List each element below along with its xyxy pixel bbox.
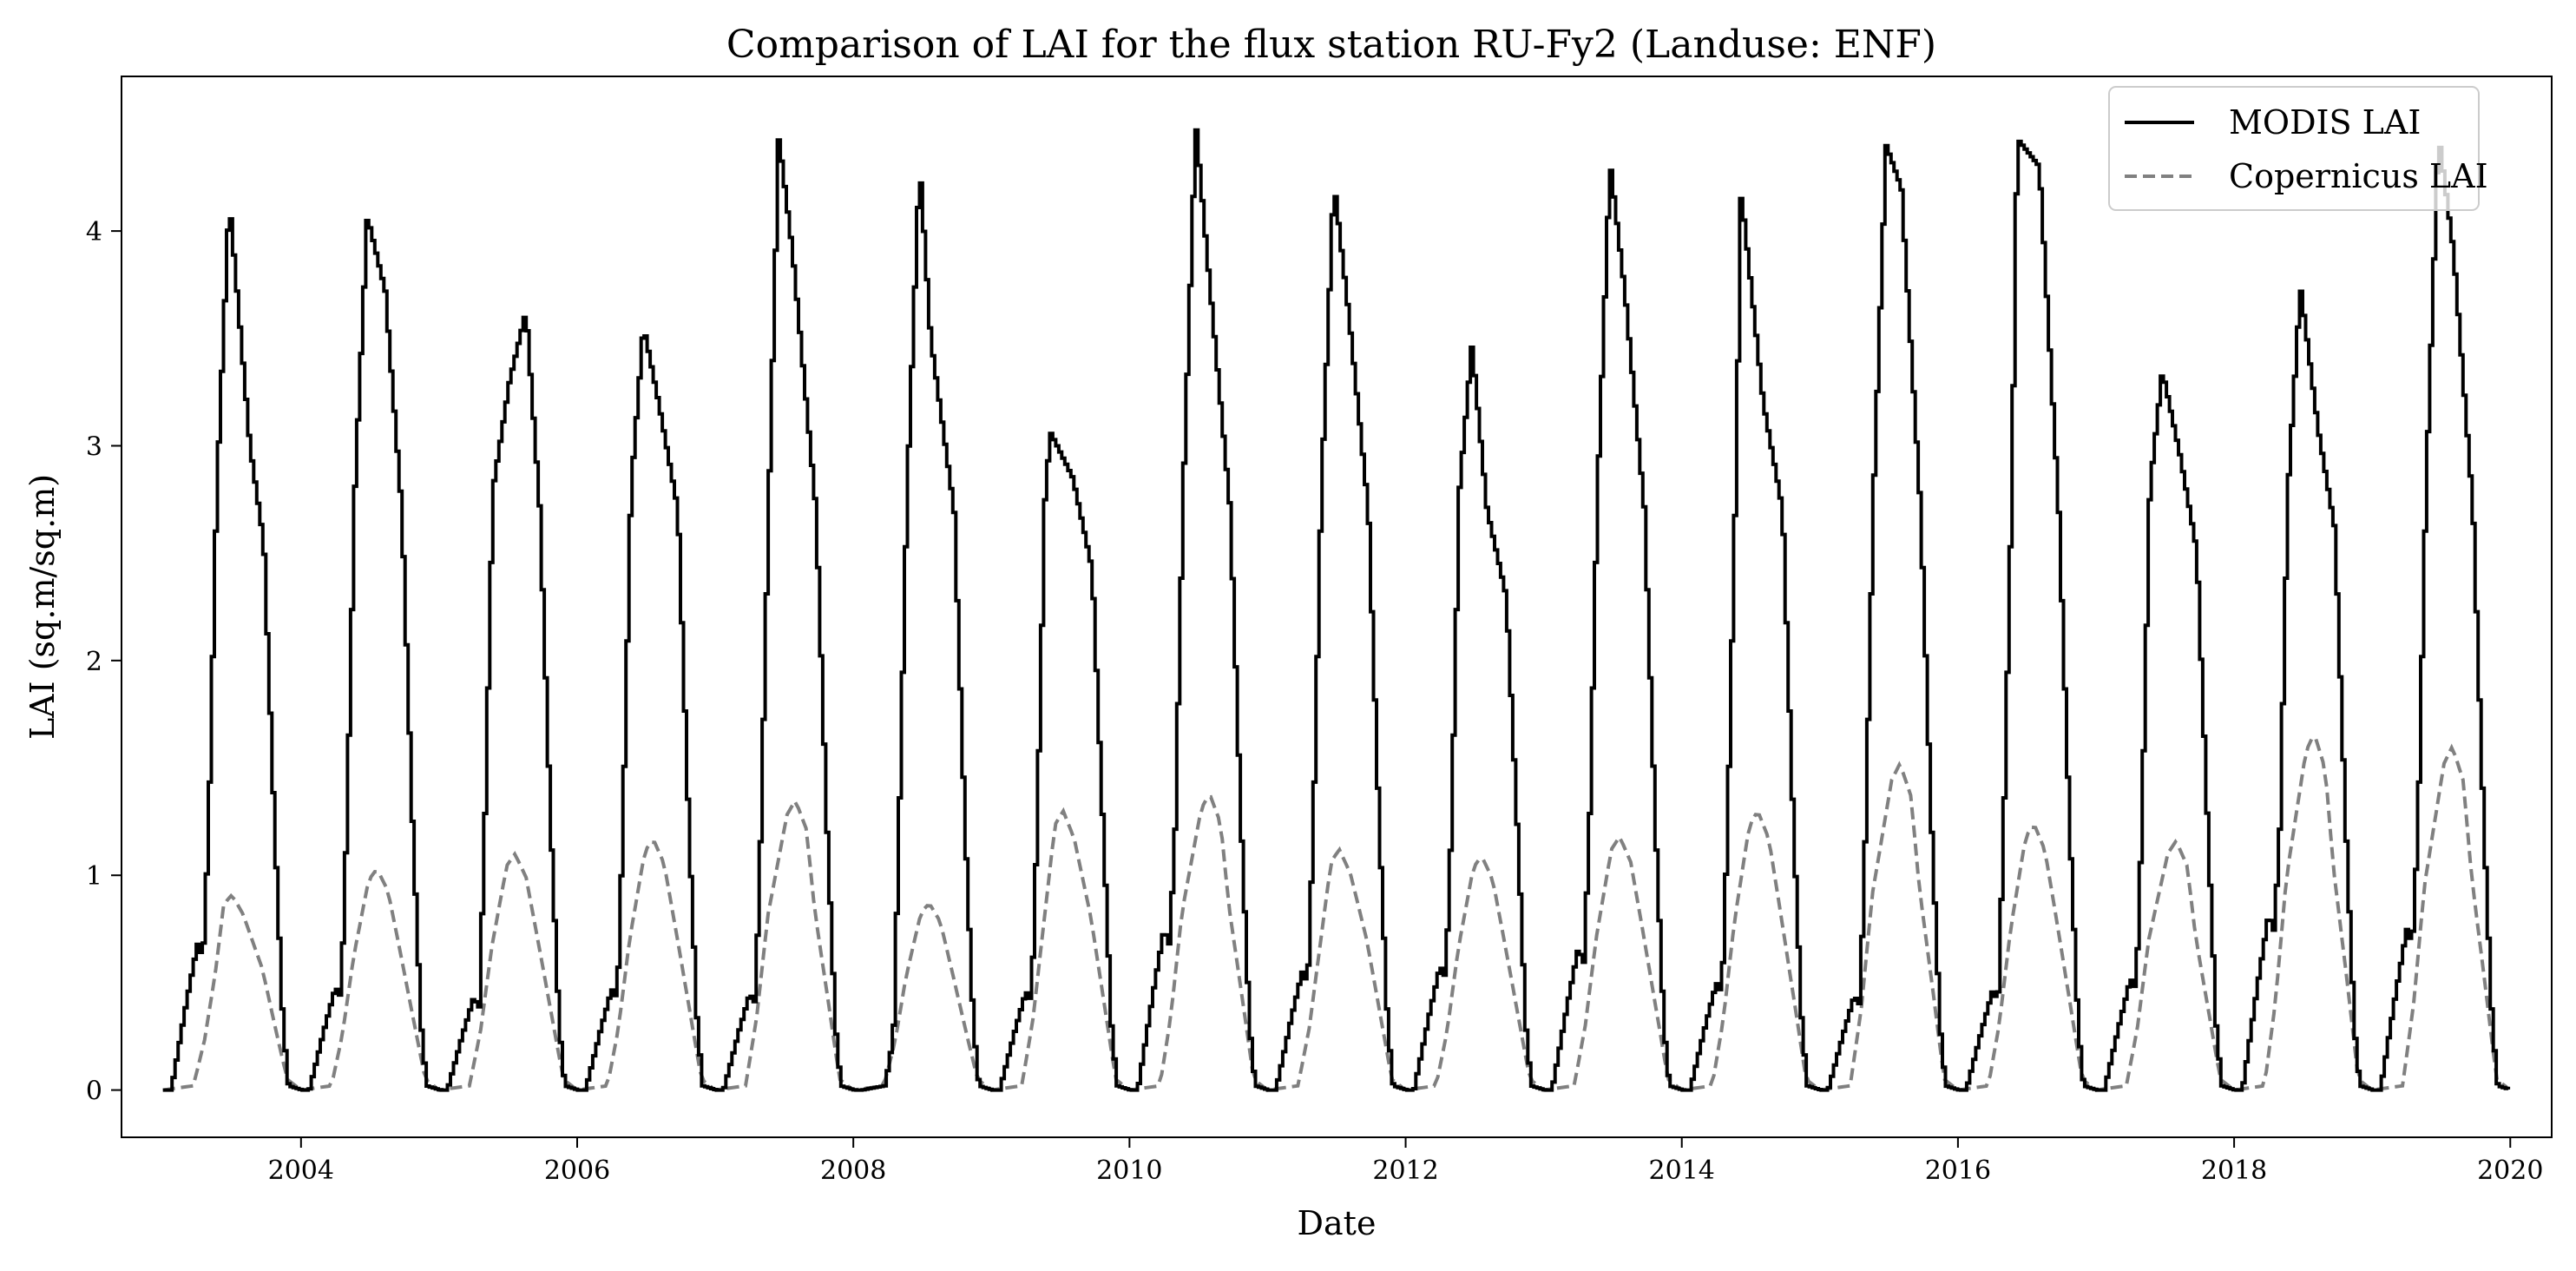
x-tick-label: 2004 <box>268 1156 334 1186</box>
x-tick-label: 2016 <box>1925 1156 1991 1186</box>
x-tick-label: 2006 <box>544 1156 610 1186</box>
legend-box <box>2108 86 2480 211</box>
plot-frame <box>121 76 2553 1138</box>
plot-lines <box>162 128 2511 1092</box>
legend-label-modis: MODIS LAI <box>2229 103 2421 142</box>
y-tick-label: 0 <box>86 1077 102 1107</box>
chart-title: Comparison of LAI for the flux station R… <box>726 23 1936 67</box>
x-tick-label: 2014 <box>1649 1156 1715 1186</box>
legend-label-copernicus: Copernicus LAI <box>2229 157 2488 195</box>
y-tick-label: 3 <box>86 431 102 462</box>
y-tick-label: 2 <box>86 647 102 677</box>
series-line-modis-lai <box>162 128 2511 1092</box>
x-tick-label: 2018 <box>2201 1156 2267 1186</box>
x-axis-label: Date <box>1298 1204 1377 1242</box>
x-tick-label: 2012 <box>1372 1156 1438 1186</box>
y-tick-label: 1 <box>86 861 102 892</box>
x-tick-label: 2020 <box>2477 1156 2543 1186</box>
y-axis-ticks: 0 1 2 3 4 <box>86 217 122 1107</box>
series-line-copernicus-lai <box>162 735 2510 1092</box>
legend: MODIS LAI Copernicus LAI <box>2108 86 2488 211</box>
x-tick-label: 2008 <box>820 1156 886 1186</box>
y-axis-label: LAI (sq.m/sq.m) <box>23 474 62 740</box>
x-tick-label: 2010 <box>1096 1156 1162 1186</box>
x-axis-ticks: 2004 2006 2008 2010 2012 2014 2016 2018 2020 <box>268 1137 2543 1186</box>
y-tick-label: 4 <box>86 217 102 247</box>
